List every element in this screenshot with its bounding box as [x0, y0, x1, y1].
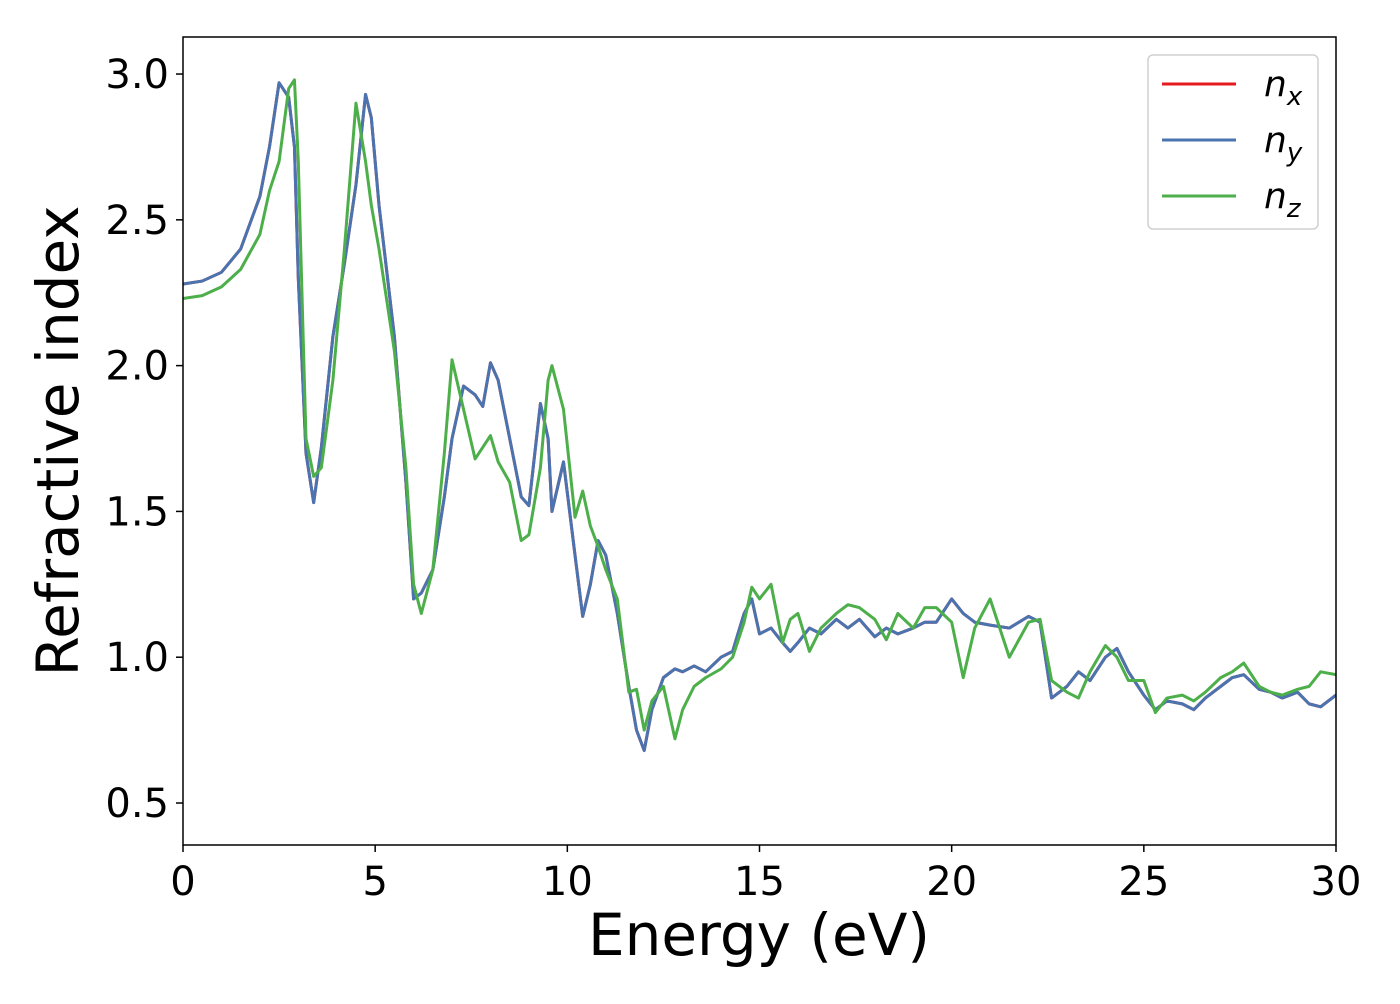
- x-tick-label: 10: [542, 859, 593, 905]
- x-tick-label: 15: [734, 859, 785, 905]
- y-tick-label: 2.0: [105, 344, 169, 390]
- y-tick-label: 2.5: [105, 198, 169, 244]
- y-tick-label: 0.5: [105, 781, 169, 827]
- x-tick-label: 5: [362, 859, 387, 905]
- series-line: [183, 81, 1336, 753]
- x-axis-label: Energy (eV): [588, 901, 930, 969]
- x-tick-label: 25: [1118, 859, 1169, 905]
- plot-frame: [182, 36, 1337, 846]
- x-tick-label: 0: [170, 859, 195, 905]
- legend-box: [1147, 54, 1319, 230]
- y-tick-label: 1.5: [105, 489, 169, 535]
- y-axis-label: Refractive index: [24, 205, 92, 676]
- x-tick-label: 30: [1311, 859, 1362, 905]
- legend-label: nx: [1264, 64, 1303, 112]
- legend-label: nz: [1264, 176, 1302, 224]
- y-tick-label: 1.0: [105, 635, 169, 681]
- legend-label: ny: [1264, 120, 1303, 168]
- x-tick-label: 20: [926, 859, 977, 905]
- y-tick-label: 3.0: [105, 52, 169, 98]
- series-line: [183, 78, 1336, 741]
